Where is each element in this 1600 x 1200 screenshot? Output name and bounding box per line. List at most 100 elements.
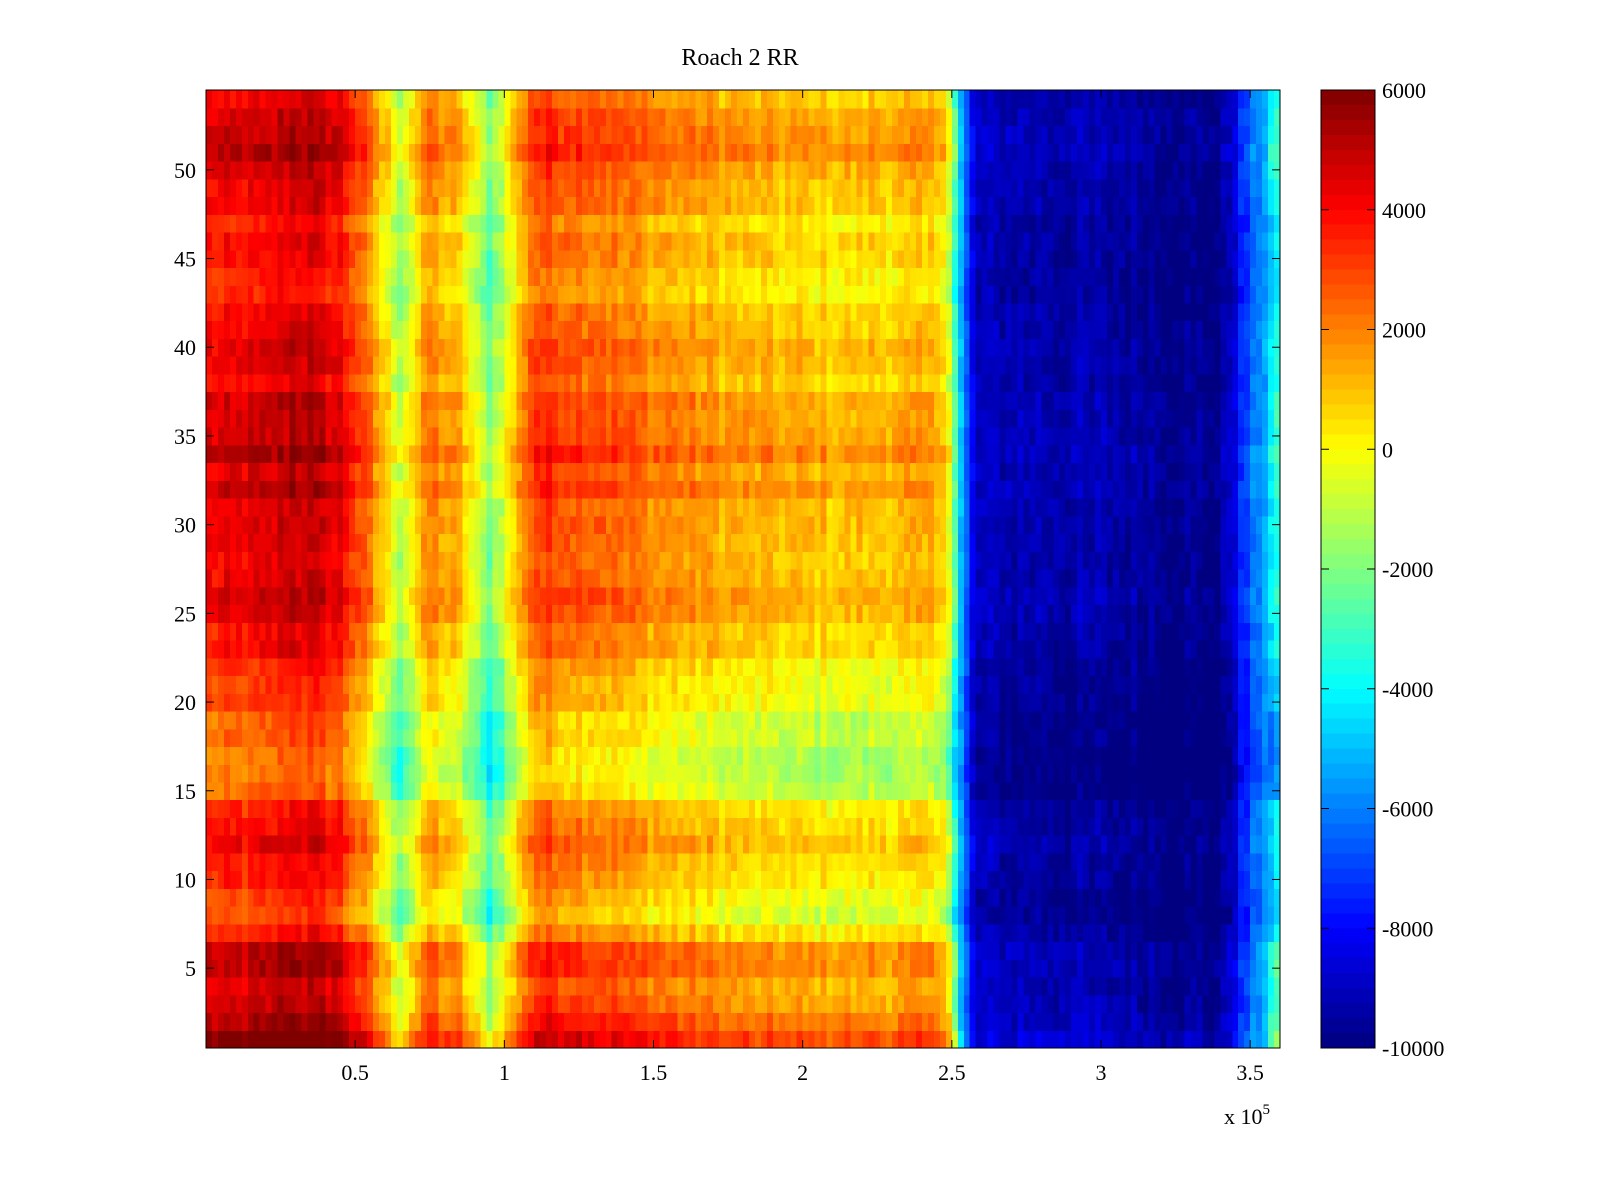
heatmap-cell <box>444 941 452 960</box>
heatmap-cell <box>647 657 655 677</box>
heatmap-cell <box>540 764 547 783</box>
heatmap-cell <box>933 888 941 907</box>
heatmap-cell <box>617 639 625 659</box>
heatmap-cell <box>235 923 243 943</box>
heatmap-cell <box>760 994 768 1014</box>
heatmap-cell <box>337 693 344 712</box>
heatmap-cell <box>910 941 917 960</box>
heatmap-cell <box>420 959 428 978</box>
heatmap-cell <box>241 551 249 570</box>
heatmap-cell <box>480 710 488 730</box>
heatmap-cell <box>933 906 941 925</box>
heatmap-cell <box>665 888 672 907</box>
heatmap-cell <box>951 1030 959 1049</box>
heatmap-cell <box>408 569 416 588</box>
heatmap-cell <box>1005 941 1013 960</box>
heatmap-cell <box>963 977 971 996</box>
heatmap-cell <box>1220 675 1227 694</box>
heatmap-cell <box>927 959 935 978</box>
heatmap-cell <box>593 870 601 889</box>
heatmap-cell <box>820 923 828 943</box>
heatmap-cell <box>1124 852 1132 872</box>
heatmap-cell <box>760 852 768 872</box>
heatmap-cell <box>558 994 565 1014</box>
heatmap-cell <box>396 657 404 677</box>
heatmap-cell <box>1172 941 1180 960</box>
heatmap-cell <box>552 657 559 677</box>
heatmap-cell <box>1178 728 1186 748</box>
heatmap-cell <box>862 551 869 570</box>
heatmap-cell <box>796 710 804 730</box>
heatmap-cell <box>229 941 237 960</box>
heatmap-cell <box>349 693 356 712</box>
heatmap-cell <box>617 551 625 570</box>
heatmap-cell <box>438 852 446 872</box>
heatmap-cell <box>402 639 410 659</box>
heatmap-cell <box>1154 994 1162 1014</box>
heatmap-cell <box>217 852 225 872</box>
heatmap-cell <box>534 1012 541 1031</box>
heatmap-cell <box>486 941 493 960</box>
heatmap-cell <box>725 977 732 996</box>
heatmap-cell <box>331 1030 338 1049</box>
heatmap-cell <box>569 746 577 765</box>
heatmap-cell <box>689 1012 696 1031</box>
heatmap-cell <box>1226 657 1233 677</box>
heatmap-cell <box>653 675 661 694</box>
heatmap-cell <box>844 764 851 783</box>
heatmap-cell <box>1190 870 1198 889</box>
heatmap-cell <box>659 728 667 748</box>
heatmap-cell <box>438 835 446 854</box>
heatmap-cell <box>701 657 708 677</box>
heatmap-cell <box>522 693 529 712</box>
heatmap-cell <box>390 923 398 943</box>
heatmap-cell <box>1106 817 1114 836</box>
heatmap-cell <box>904 639 911 659</box>
heatmap-cell <box>1208 569 1215 588</box>
heatmap-cell <box>862 675 869 694</box>
heatmap-cell <box>379 959 386 978</box>
heatmap-cell <box>552 586 559 606</box>
heatmap-cell <box>361 852 368 872</box>
heatmap-cell <box>713 710 720 730</box>
heatmap-cell <box>874 622 881 641</box>
heatmap-cell <box>617 746 625 765</box>
heatmap-cell <box>814 781 822 801</box>
heatmap-cell <box>331 994 338 1014</box>
heatmap-cell <box>844 746 851 765</box>
heatmap-cell <box>814 923 822 943</box>
heatmap-cell <box>564 923 571 943</box>
heatmap-cell <box>772 710 780 730</box>
heatmap-cell <box>623 639 631 659</box>
heatmap-cell <box>969 941 977 960</box>
heatmap-cell <box>1047 870 1054 889</box>
heatmap-cell <box>283 764 291 783</box>
heatmap-cell <box>945 959 953 978</box>
heatmap-cell <box>492 604 499 623</box>
heatmap-cell <box>1244 817 1251 836</box>
heatmap-cell <box>916 746 923 765</box>
heatmap-cell <box>1238 764 1245 783</box>
heatmap-cell <box>617 906 625 925</box>
heatmap-cell <box>456 657 464 677</box>
heatmap-cell <box>784 1030 792 1049</box>
heatmap-cell <box>981 923 989 943</box>
heatmap-cell <box>802 852 810 872</box>
heatmap-cell <box>1256 852 1263 872</box>
heatmap-cell <box>635 693 643 712</box>
heatmap-cell <box>635 746 643 765</box>
heatmap-cell <box>707 693 714 712</box>
heatmap-cell <box>927 835 935 854</box>
heatmap-cell <box>1041 622 1048 641</box>
heatmap-cell <box>1130 923 1138 943</box>
heatmap-cell <box>1041 923 1048 943</box>
heatmap-cell <box>1202 852 1209 872</box>
heatmap-cell <box>641 569 649 588</box>
heatmap-cell <box>438 604 446 623</box>
heatmap-cell <box>235 604 243 623</box>
heatmap-cell <box>420 977 428 996</box>
heatmap-cell <box>331 835 338 854</box>
heatmap-cell <box>241 622 249 641</box>
heatmap-cell <box>1244 693 1251 712</box>
heatmap-cell <box>916 977 923 996</box>
